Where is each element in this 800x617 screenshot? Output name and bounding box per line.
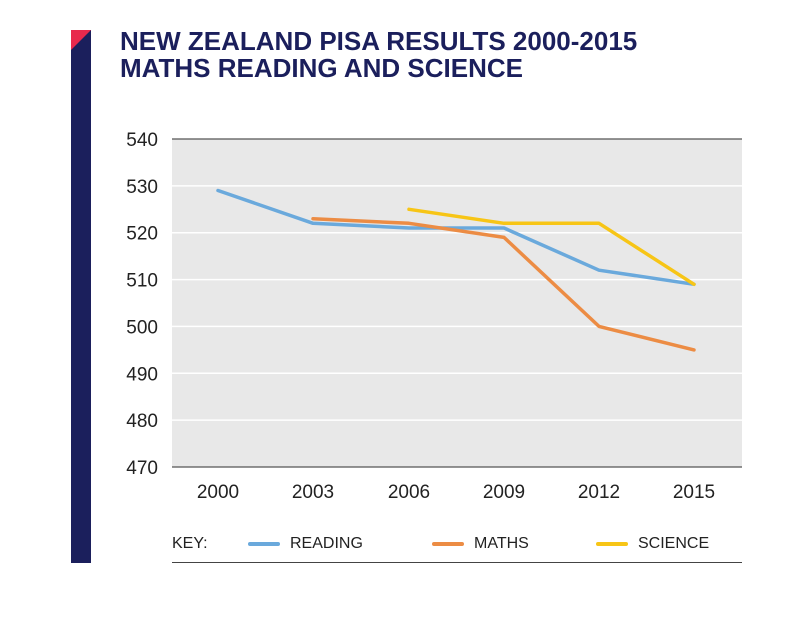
x-tick-label: 2006 bbox=[388, 482, 430, 503]
chart-title-line-1: NEW ZEALAND PISA RESULTS 2000-2015 bbox=[120, 26, 638, 56]
x-tick-label: 2003 bbox=[292, 482, 334, 503]
plot-area bbox=[172, 139, 742, 467]
legend-swatch-science bbox=[596, 542, 628, 546]
accent-side-bar bbox=[71, 30, 91, 563]
legend-label-maths: MATHS bbox=[474, 535, 529, 552]
legend: KEY: READING MATHS SCIENCE bbox=[172, 530, 742, 563]
y-tick-label: 520 bbox=[126, 224, 158, 245]
x-tick-label: 2009 bbox=[483, 482, 525, 503]
series-line-maths bbox=[311, 216, 696, 352]
legend-item-science: SCIENCE bbox=[596, 535, 709, 553]
legend-label-reading: READING bbox=[290, 535, 363, 552]
x-tick-label: 2015 bbox=[673, 482, 715, 503]
chart-title: NEW ZEALAND PISA RESULTS 2000-2015 MATHS… bbox=[120, 28, 637, 82]
chart-title-line-2: MATHS READING AND SCIENCE bbox=[120, 53, 524, 83]
legend-item-maths: MATHS bbox=[432, 535, 529, 553]
x-tick-label: 2012 bbox=[578, 482, 620, 503]
series-line-science bbox=[407, 207, 696, 287]
accent-corner-triangle bbox=[71, 30, 91, 50]
legend-key-label: KEY: bbox=[172, 535, 208, 552]
series-line-reading bbox=[216, 188, 696, 287]
y-tick-label: 510 bbox=[126, 271, 158, 292]
x-tick-label: 2000 bbox=[197, 482, 239, 503]
legend-item-reading: READING bbox=[248, 535, 363, 553]
y-tick-label: 540 bbox=[126, 130, 158, 151]
legend-swatch-maths bbox=[432, 542, 464, 546]
legend-label-science: SCIENCE bbox=[638, 535, 710, 552]
y-tick-label: 470 bbox=[126, 458, 158, 479]
y-tick-label: 500 bbox=[126, 317, 158, 338]
y-tick-label: 530 bbox=[126, 177, 158, 198]
y-tick-label: 490 bbox=[126, 364, 158, 385]
legend-swatch-reading bbox=[248, 542, 280, 546]
y-tick-label: 480 bbox=[126, 411, 158, 432]
